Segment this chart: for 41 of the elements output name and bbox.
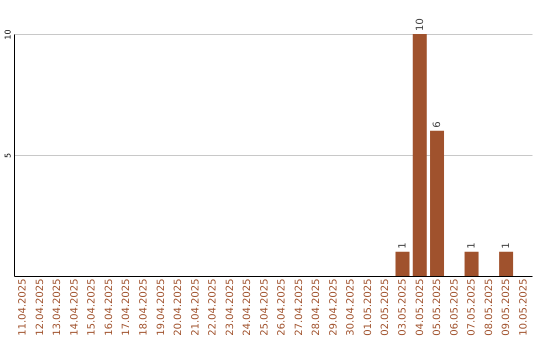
data-label: 10: [414, 18, 426, 31]
x-tick-label: 04.05.2025: [414, 278, 426, 336]
bar: [396, 252, 410, 276]
x-tick-label: 23.04.2025: [224, 278, 236, 336]
x-tick-label: 01.05.2025: [362, 278, 374, 336]
data-label: 1: [501, 242, 512, 249]
x-tick-label: 17.04.2025: [121, 278, 132, 336]
x-tick-label: 13.04.2025: [52, 278, 64, 336]
x-tick-label: 07.05.2025: [466, 278, 478, 336]
data-label: 1: [466, 242, 478, 249]
x-tick-label: 12.04.2025: [34, 278, 46, 336]
x-tick-label: 16.04.2025: [104, 278, 115, 336]
x-tick-label: 20.04.2025: [173, 278, 184, 336]
y-tick-label: 5: [4, 152, 12, 158]
x-tick-label: 27.04.2025: [294, 278, 305, 336]
x-tick-label: 08.05.2025: [484, 278, 495, 336]
x-tick-label: 06.05.2025: [449, 278, 460, 336]
data-label: 6: [432, 121, 444, 128]
data-label: 1: [398, 242, 408, 249]
x-tick-label: 15.04.2025: [86, 278, 98, 336]
x-tick-label: 28.04.2025: [311, 278, 322, 336]
x-tick-label: 19.04.2025: [156, 278, 167, 336]
x-tick-label: 29.04.2025: [328, 278, 340, 336]
x-tick-label: 25.04.2025: [259, 278, 270, 336]
x-tick-label: 22.04.2025: [208, 278, 219, 336]
x-tick-label: 09.05.2025: [501, 278, 512, 336]
bar: [464, 252, 479, 276]
bar: [430, 130, 444, 276]
x-tick-label: 30.04.2025: [346, 278, 357, 336]
x-tick-label: 21.04.2025: [190, 278, 202, 336]
bar: [499, 252, 514, 276]
x-tick-label: 24.04.2025: [242, 278, 254, 336]
x-tick-label: 26.04.2025: [276, 278, 288, 336]
x-tick-label: 18.04.2025: [138, 278, 150, 336]
x-tick-label: 14.04.2025: [69, 278, 80, 336]
x-tick-label: 10.05.2025: [518, 278, 530, 336]
x-tick-label: 05.05.2025: [432, 278, 444, 336]
bar: [412, 34, 427, 276]
x-tick-label: 03.05.2025: [398, 278, 408, 336]
x-tick-label: 02.05.2025: [380, 278, 392, 336]
x-tick-label: 11.04.2025: [18, 278, 29, 336]
